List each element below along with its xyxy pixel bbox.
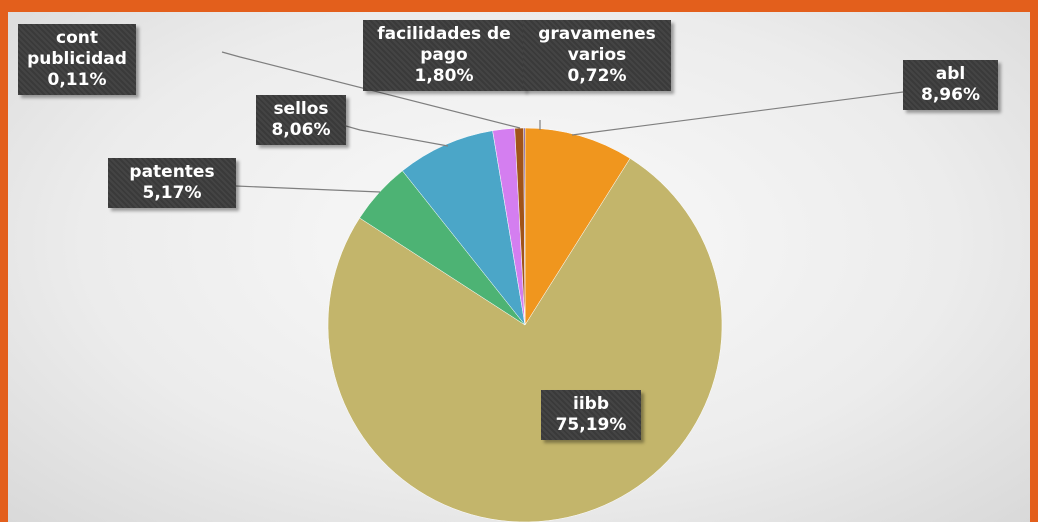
data-label: iibb 75,19%: [541, 390, 641, 440]
label-value: 8,96%: [921, 85, 980, 105]
leader-line: [235, 185, 381, 193]
data-label: cont publicidad 0,11%: [18, 24, 136, 95]
label-value: 8,06%: [271, 120, 331, 140]
label-value: 75,19%: [555, 415, 627, 435]
label-value: 0,11%: [47, 70, 107, 90]
leader-line: [345, 125, 449, 147]
data-label: patentes 5,17%: [108, 158, 236, 208]
pie-slice: [523, 127, 526, 326]
label-name: iibb: [573, 394, 609, 414]
label-name: facilidades de pago: [377, 24, 511, 65]
data-label: sellos 8,06%: [256, 95, 346, 145]
data-label: gravamenes varios 0,72%: [523, 20, 671, 91]
label-name: cont publicidad: [27, 28, 127, 69]
leader-line: [221, 51, 521, 129]
label-name: patentes: [129, 162, 215, 182]
label-name: abl: [935, 64, 966, 84]
data-label: abl 8,96%: [903, 60, 998, 110]
label-value: 5,17%: [142, 183, 202, 203]
label-value: 1,80%: [414, 66, 474, 86]
label-name: sellos: [273, 99, 329, 119]
leader-line: [571, 91, 904, 136]
label-value: 0,72%: [567, 66, 627, 86]
label-name: gravamenes varios: [538, 24, 656, 65]
pie-slice: [524, 127, 631, 326]
data-label: facilidades de pago 1,80%: [363, 20, 525, 91]
